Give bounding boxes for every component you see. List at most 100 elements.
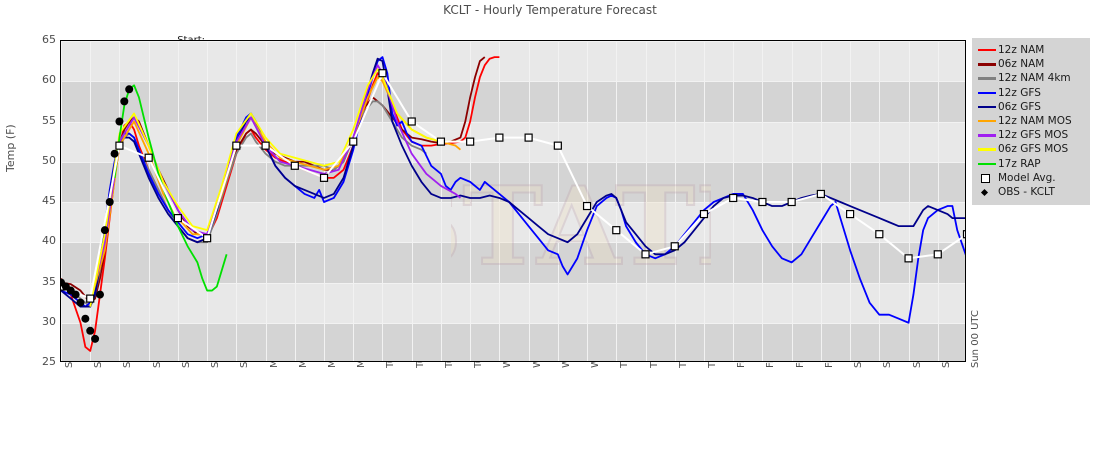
grid-line-vertical (294, 41, 296, 361)
legend-color-bar (978, 63, 996, 66)
model-avg-marker (232, 141, 241, 150)
grid-line-horizontal (61, 202, 965, 203)
legend-item-label: 12z GFS MOS (998, 129, 1069, 142)
series-line (61, 56, 965, 324)
legend-item[interactable]: 06z NAM (976, 57, 1086, 71)
model-avg-marker (524, 133, 533, 142)
y-axis-tick-label: 55 (42, 113, 56, 127)
model-avg-marker (875, 230, 884, 239)
grid-line-horizontal (61, 41, 965, 42)
grid-line-horizontal (61, 282, 965, 284)
legend-item[interactable]: OBS - KCLT (976, 185, 1086, 199)
legend-item[interactable]: 17z RAP (976, 157, 1086, 171)
model-avg-marker (203, 234, 212, 243)
model-avg-marker (758, 197, 767, 207)
series-line-model-avg (61, 71, 965, 300)
grid-line-horizontal (61, 161, 965, 163)
legend-line-swatch (976, 71, 998, 85)
legend-item-label: 12z NAM (998, 44, 1045, 57)
legend-item-label: 06z GFS MOS (998, 143, 1069, 156)
grid-line-vertical (440, 41, 442, 361)
obs-marker (100, 226, 109, 235)
grid-line-vertical (148, 41, 150, 361)
legend-item[interactable]: 06z GFS MOS (976, 142, 1086, 156)
legend-item-label: 06z GFS (998, 100, 1041, 113)
background-band (61, 242, 965, 283)
legend-line-swatch (976, 57, 998, 71)
plot-area: STATE (60, 40, 966, 362)
legend-item[interactable]: 12z GFS (976, 86, 1086, 100)
background-band (61, 81, 965, 122)
x-axis-tick-label: Sun 00 UTC (970, 310, 981, 368)
obs-marker (76, 298, 85, 307)
grid-line-vertical (879, 41, 881, 361)
grid-line-vertical (499, 41, 501, 361)
y-axis-ticks: 25 30 35 40 45 50 55 60 65 (12, 0, 56, 450)
grid-line-vertical (177, 41, 179, 361)
legend-color-bar (978, 148, 996, 151)
grid-line-vertical (645, 41, 647, 361)
legend-color-bar (978, 91, 996, 95)
legend-item[interactable]: 12z NAM 4km (976, 71, 1086, 85)
y-axis-tick-label: 50 (42, 153, 56, 167)
grid-line-horizontal (61, 242, 965, 244)
legend-item-label: OBS - KCLT (998, 185, 1055, 198)
model-avg-marker (319, 173, 329, 182)
series-line (89, 68, 461, 307)
model-avg-marker (466, 137, 475, 146)
model-avg-marker (290, 161, 299, 170)
legend-line-swatch (976, 86, 998, 100)
legend-line-swatch (976, 142, 998, 156)
model-avg-marker (845, 209, 855, 219)
obs-marker (86, 326, 95, 335)
grid-line-vertical (908, 41, 910, 361)
grid-line-vertical (528, 41, 530, 361)
grid-line-vertical (90, 41, 92, 361)
series-line (89, 64, 461, 303)
legend-color-bar (978, 162, 996, 165)
model-avg-marker (641, 250, 650, 259)
legend-item[interactable]: 12z NAM (976, 43, 1086, 57)
legend-item[interactable]: 12z GFS MOS (976, 128, 1086, 142)
model-avg-marker (729, 193, 738, 203)
model-avg-marker (173, 214, 183, 223)
grid-line-vertical (937, 41, 939, 361)
obs-marker (81, 314, 90, 323)
legend-item[interactable]: 06z GFS (976, 100, 1086, 114)
chart-title: KCLT - Hourly Temperature Forecast (443, 3, 657, 17)
y-axis-tick-label: 25 (42, 355, 56, 368)
obs-marker (71, 290, 80, 299)
legend-line-swatch (976, 114, 998, 128)
model-avg-marker (553, 141, 562, 150)
model-avg-marker (115, 141, 124, 150)
legend-line-swatch (976, 43, 998, 57)
legend-line-swatch (976, 128, 998, 142)
grid-line-vertical (703, 41, 705, 361)
model-avg-marker (787, 197, 796, 207)
grid-line-vertical (353, 41, 355, 361)
grid-line-vertical (587, 41, 589, 361)
grid-line-vertical (850, 41, 852, 361)
model-avg-marker (144, 153, 153, 162)
model-avg-marker (86, 294, 95, 303)
background-band (61, 322, 965, 361)
obs-marker (110, 149, 119, 158)
y-axis-tick-label: 40 (42, 234, 56, 248)
legend-item-label: 06z NAM (998, 58, 1045, 71)
grid-line-vertical (236, 41, 238, 361)
legend-item-label: 17z RAP (998, 157, 1041, 170)
legend-diamond-marker-icon (976, 185, 998, 199)
y-axis-tick-label: 60 (42, 73, 56, 87)
legend-color-bar (978, 120, 996, 123)
legend-panel: 12z NAM 06z NAM 12z NAM 4km 12z GFS 06z GFS 1… (972, 38, 1090, 206)
legend-item[interactable]: Model Avg. (976, 171, 1086, 185)
legend-item-label: 12z NAM MOS (998, 115, 1072, 128)
grid-line-vertical (820, 41, 822, 361)
legend-item[interactable]: 12z NAM MOS (976, 114, 1086, 128)
legend-square-marker-icon (976, 171, 998, 185)
obs-marker (95, 290, 104, 299)
grid-line-vertical (119, 41, 121, 361)
obs-marker (91, 334, 100, 343)
model-avg-marker (495, 133, 504, 142)
square-marker-icon (981, 173, 990, 183)
